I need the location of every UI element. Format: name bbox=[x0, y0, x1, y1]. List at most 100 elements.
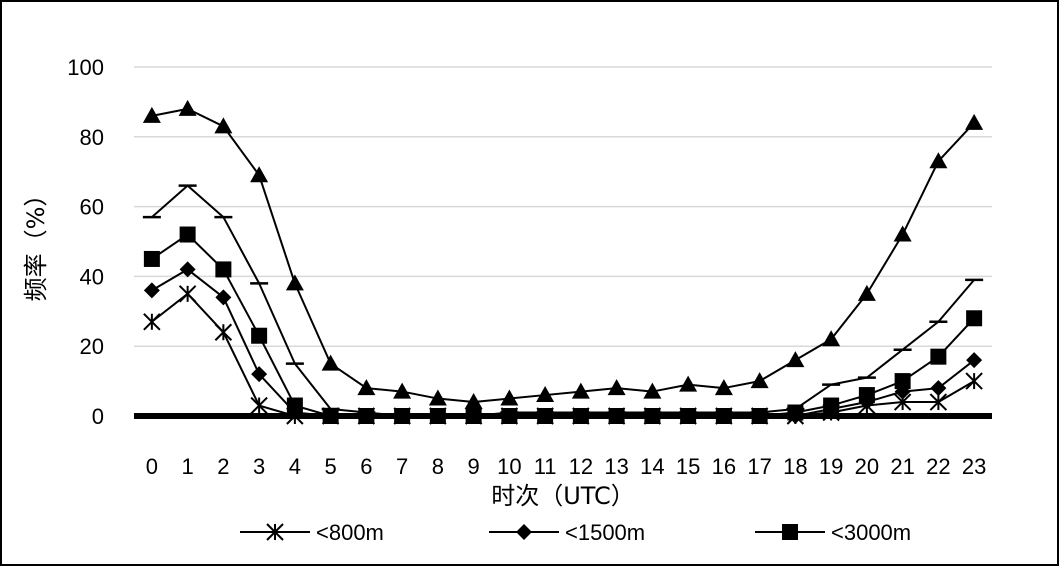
y-axis-title: 频率（%） bbox=[22, 183, 50, 302]
y-tick-label: 80 bbox=[80, 125, 104, 150]
x-tick-label: 9 bbox=[468, 454, 480, 479]
x-tick-label: 23 bbox=[962, 454, 986, 479]
x-tick-label: 14 bbox=[640, 454, 664, 479]
triangle-marker bbox=[321, 354, 340, 371]
square-marker bbox=[858, 387, 875, 404]
y-tick-label: 40 bbox=[80, 264, 104, 289]
square-marker bbox=[215, 261, 232, 278]
square-marker bbox=[179, 226, 196, 243]
asterisk-marker bbox=[929, 393, 948, 411]
triangle-marker bbox=[214, 117, 233, 134]
asterisk-marker bbox=[214, 323, 233, 341]
x-tick-label: 18 bbox=[783, 454, 807, 479]
triangle-marker bbox=[893, 225, 912, 242]
x-tick-label: 19 bbox=[819, 454, 843, 479]
square-marker bbox=[894, 373, 911, 390]
legend-item: <1500m bbox=[489, 520, 645, 545]
x-tick-label: 6 bbox=[360, 454, 372, 479]
series-lines bbox=[142, 99, 984, 425]
asterisk-marker bbox=[266, 523, 284, 541]
square-marker bbox=[143, 250, 160, 267]
x-tick-label: 17 bbox=[747, 454, 771, 479]
x-tick-label: 1 bbox=[182, 454, 194, 479]
x-tick-label: 16 bbox=[712, 454, 736, 479]
series-line bbox=[151, 233, 975, 417]
series-triangle bbox=[142, 99, 984, 410]
x-tick-label: 13 bbox=[604, 454, 628, 479]
series-square bbox=[143, 226, 983, 424]
asterisk-marker bbox=[965, 372, 983, 390]
x-tick-label: 22 bbox=[926, 454, 950, 479]
triangle-marker bbox=[822, 330, 841, 347]
asterisk-marker bbox=[143, 313, 161, 331]
square-marker bbox=[251, 327, 268, 344]
legend-label: <1500m bbox=[565, 520, 645, 545]
y-tick-label: 0 bbox=[92, 404, 104, 429]
x-tick-label: 3 bbox=[253, 454, 265, 479]
x-tick-label: 15 bbox=[676, 454, 700, 479]
x-tick-label: 20 bbox=[855, 454, 879, 479]
triangle-marker bbox=[571, 382, 590, 399]
diamond-marker bbox=[966, 352, 983, 369]
legend-label: <3000m bbox=[831, 520, 911, 545]
x-tick-label: 8 bbox=[432, 454, 444, 479]
square-marker bbox=[966, 310, 983, 327]
series-dash bbox=[142, 184, 984, 418]
legend: <800m <1500m <3000m bbox=[240, 520, 911, 545]
square-marker bbox=[782, 524, 798, 540]
triangle-marker bbox=[357, 379, 376, 396]
square-marker bbox=[930, 348, 947, 365]
triangle-marker bbox=[643, 382, 662, 399]
y-tick-label: 20 bbox=[80, 334, 104, 359]
x-axis-title: 时次（UTC） bbox=[491, 482, 635, 510]
triangle-marker bbox=[965, 113, 984, 130]
legend-label: <800m bbox=[316, 520, 384, 545]
x-tick-label: 2 bbox=[217, 454, 229, 479]
square-marker bbox=[286, 397, 303, 414]
series-line bbox=[151, 107, 975, 404]
y-tick-label: 100 bbox=[67, 55, 104, 80]
diamond-marker bbox=[215, 289, 232, 306]
triangle-marker bbox=[786, 351, 805, 368]
triangle-marker bbox=[464, 393, 483, 410]
series-line bbox=[151, 184, 975, 417]
series-diamond bbox=[143, 261, 983, 424]
diamond-marker bbox=[516, 524, 532, 540]
legend-item: <800m bbox=[240, 520, 384, 545]
triangle-marker bbox=[393, 382, 412, 399]
triangle-marker bbox=[142, 106, 161, 123]
triangle-marker bbox=[178, 99, 197, 116]
x-tick-label: 11 bbox=[534, 454, 557, 479]
triangle-marker bbox=[285, 274, 304, 291]
legend-item: <3000m bbox=[755, 520, 911, 545]
x-tick-label: 21 bbox=[890, 454, 914, 479]
x-tick-labels: 0 1 2 3 4 5 6 7 8 9 10 11 12 13 14 15 16 17 18 19 20 21 22 23 bbox=[146, 454, 987, 479]
asterisk-marker bbox=[250, 396, 268, 415]
triangle-marker bbox=[679, 375, 698, 392]
triangle-marker bbox=[750, 372, 769, 389]
triangle-marker bbox=[428, 389, 447, 406]
diamond-marker bbox=[930, 380, 947, 397]
triangle-marker bbox=[250, 166, 269, 183]
x-tick-label: 12 bbox=[569, 454, 593, 479]
triangle-marker bbox=[607, 379, 626, 396]
x-tick-label: 0 bbox=[146, 454, 158, 479]
diamond-marker bbox=[143, 282, 160, 299]
triangle-marker bbox=[536, 386, 555, 403]
x-tick-label: 5 bbox=[325, 454, 337, 479]
triangle-marker bbox=[714, 379, 733, 396]
x-tick-label: 10 bbox=[497, 454, 521, 479]
x-tick-label: 7 bbox=[396, 454, 408, 479]
x-tick-label: 4 bbox=[289, 454, 301, 479]
asterisk-marker bbox=[178, 285, 197, 303]
diamond-marker bbox=[251, 366, 268, 383]
y-tick-label: 60 bbox=[80, 195, 104, 220]
triangle-marker bbox=[857, 284, 876, 301]
square-marker bbox=[823, 397, 840, 414]
y-tick-labels: 0 20 40 60 80 100 bbox=[67, 55, 104, 429]
diamond-marker bbox=[179, 261, 196, 278]
triangle-marker bbox=[500, 389, 519, 406]
gridlines bbox=[134, 66, 992, 347]
